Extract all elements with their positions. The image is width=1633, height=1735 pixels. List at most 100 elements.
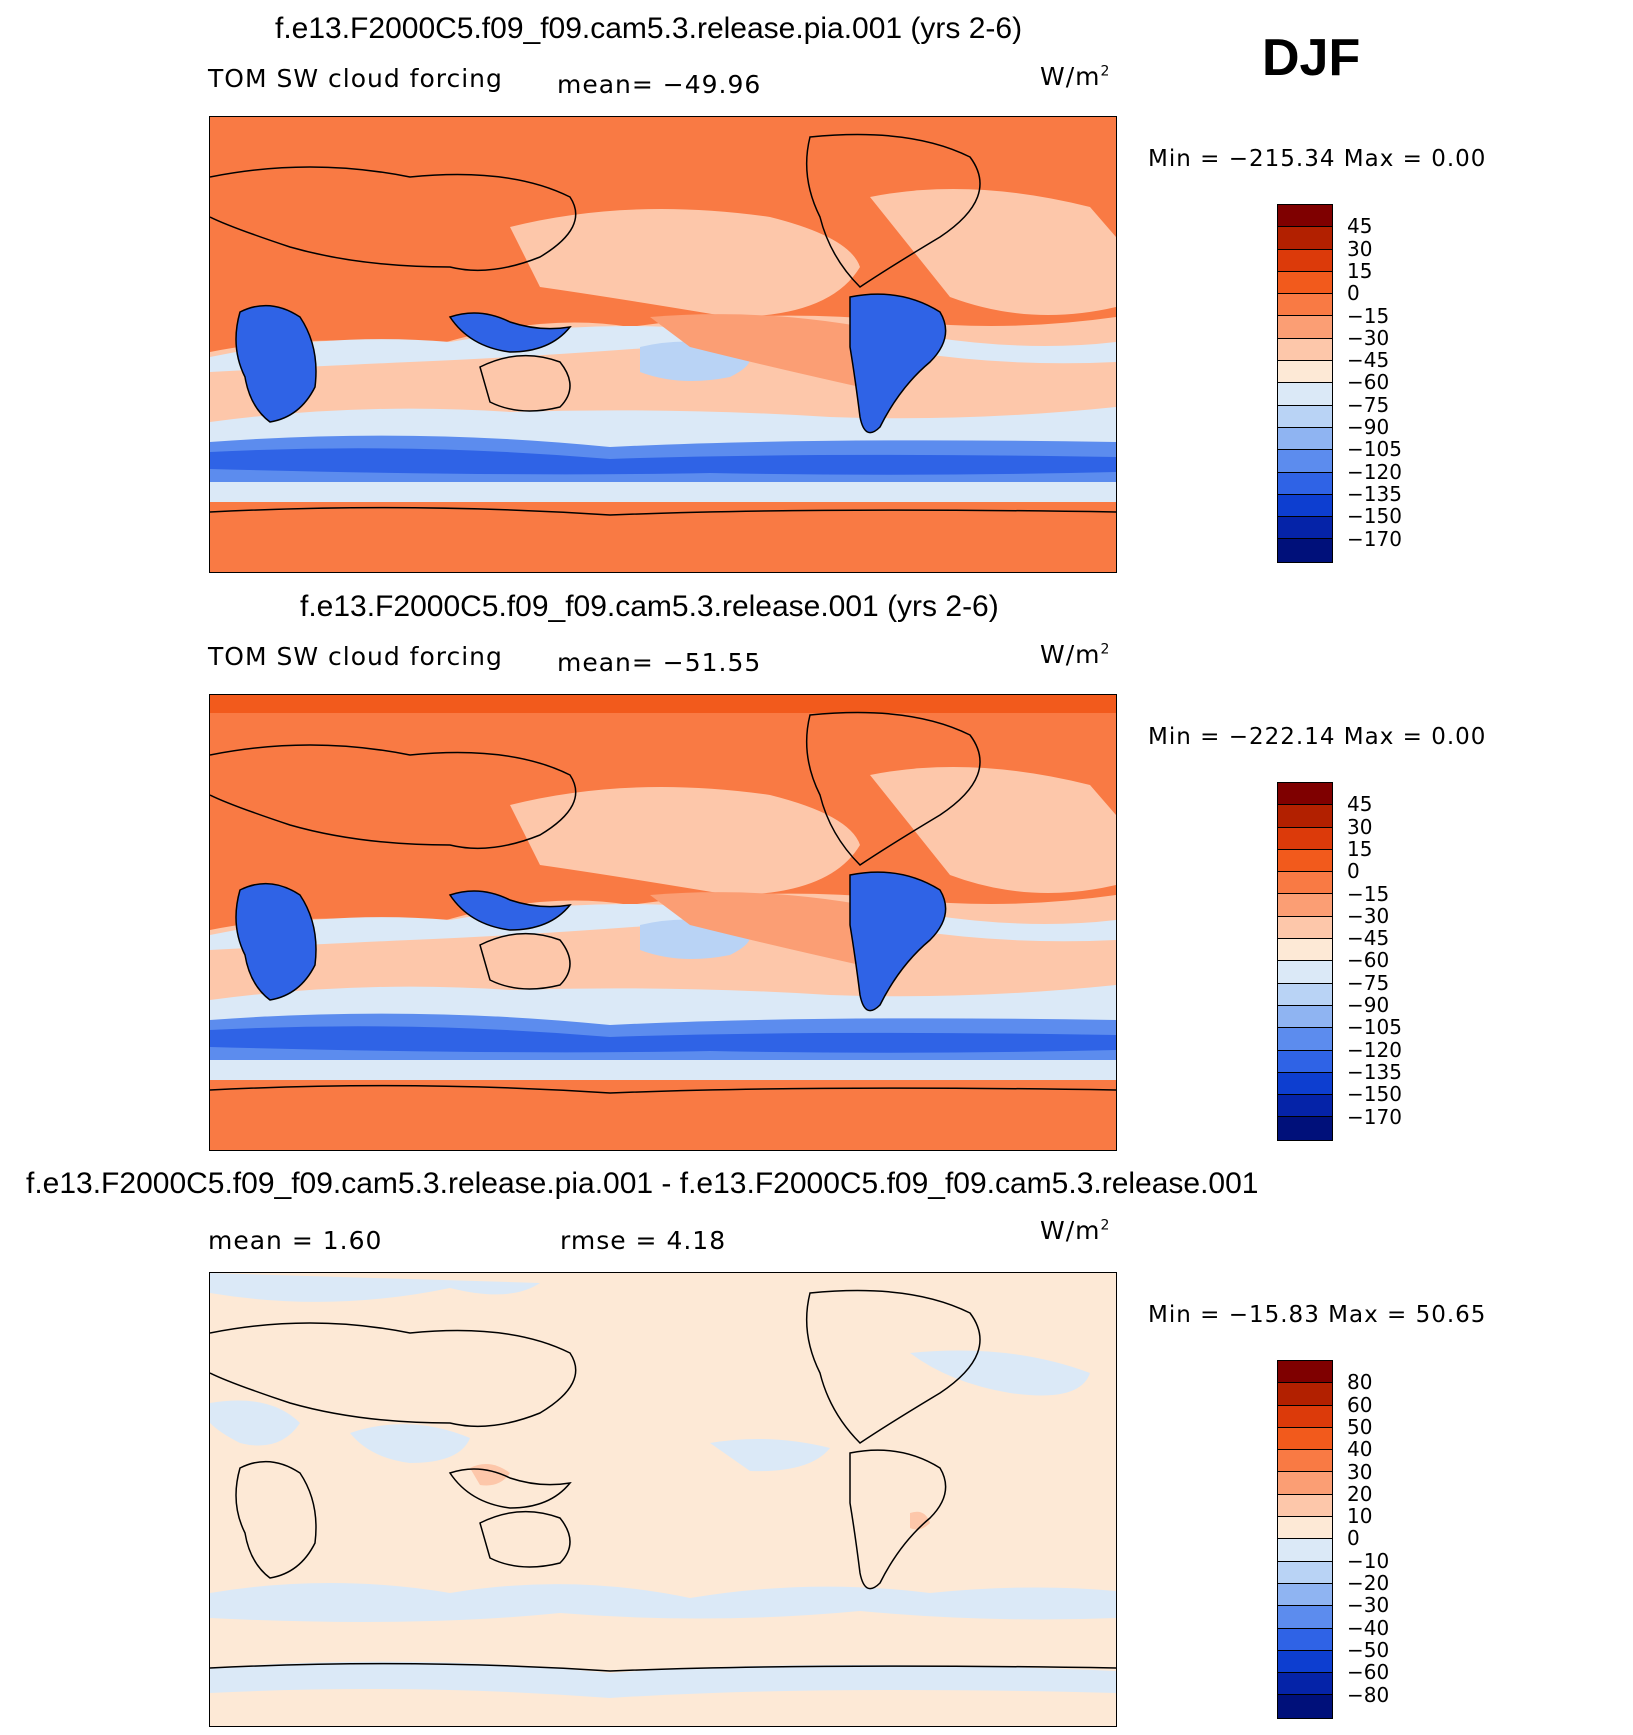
colorbar-box [1278,1628,1332,1651]
colorbar-box [1278,316,1332,339]
colorbar-box [1278,1494,1332,1518]
colorbar-box [1278,1539,1332,1562]
colorbar-box [1278,1606,1332,1629]
colorbar-label: −40 [1347,1615,1390,1640]
colorbar-box [1278,1072,1332,1096]
colorbar-label: −150 [1347,504,1402,529]
colorbar-box [1278,1673,1332,1696]
colorbar-box [1278,271,1332,295]
panel-3-mean: mean = 1.60 [208,1226,383,1255]
colorbar-box [1278,1583,1332,1607]
panel-3-rmse: rmse = 4.18 [560,1226,727,1255]
colorbar-label: −120 [1347,1037,1402,1062]
colorbar-box [1278,1361,1332,1384]
colorbar-label: −170 [1347,526,1402,551]
panel-1-colorbar [1277,204,1333,563]
colorbar-label: 40 [1347,1437,1373,1462]
colorbar-box [1278,427,1332,451]
colorbar-label: −75 [1347,392,1390,417]
colorbar-label: −90 [1347,993,1390,1017]
panel-2-minmax: Min = −222.14 Max = 0.00 [1148,724,1487,750]
colorbar-box [1278,1028,1332,1051]
colorbar-label: −80 [1347,1682,1390,1707]
colorbar-label: −30 [1347,1593,1390,1618]
panel-3-title: f.e13.F2000C5.f09_f09.cam5.3.release.pia… [26,1167,1259,1200]
colorbar-box [1278,1005,1332,1029]
colorbar-label: −60 [1347,948,1390,973]
panel-1-units: W/m2 [1040,62,1111,91]
panel-2-variable-label: TOM SW cloud forcing [208,642,503,671]
colorbar-label: −30 [1347,903,1390,928]
colorbar-label: 0 [1347,859,1360,884]
colorbar-label: −120 [1347,459,1402,484]
panel-2-title: f.e13.F2000C5.f09_f09.cam5.3.release.001… [300,590,999,623]
colorbar-box [1278,294,1332,317]
colorbar-label: 15 [1347,258,1373,283]
colorbar-box [1278,338,1332,362]
colorbar-box [1278,1517,1332,1540]
colorbar-box [1278,916,1332,940]
panel-1-mean: mean= −49.96 [557,70,762,99]
colorbar-label: 45 [1347,792,1373,817]
colorbar-label: −30 [1347,325,1390,350]
panel-2-map-svg [210,695,1116,1150]
colorbar-box [1278,472,1332,495]
panel-1-variable-label: TOM SW cloud forcing [208,64,503,93]
panel-2-map [209,694,1117,1151]
panel-3-minmax: Min = −15.83 Max = 50.65 [1148,1302,1487,1328]
colorbar-label: −135 [1347,481,1402,506]
colorbar-box [1278,249,1332,272]
colorbar-box [1278,872,1332,895]
colorbar-box [1278,205,1332,228]
colorbar-box [1278,539,1332,562]
colorbar-label: 45 [1347,214,1373,239]
panel-3-units: W/m2 [1040,1216,1111,1245]
panel-2-units: W/m2 [1040,640,1111,669]
colorbar-label: −105 [1347,1015,1402,1040]
colorbar-label: −10 [1347,1548,1390,1573]
panel-2-colorbar [1277,782,1333,1141]
colorbar-label: −75 [1347,970,1390,995]
colorbar-label: −20 [1347,1571,1390,1595]
colorbar-label: −15 [1347,881,1390,906]
colorbar-label: 80 [1347,1370,1373,1395]
colorbar-box [1278,517,1332,540]
colorbar-label: 30 [1347,236,1373,261]
colorbar-label: 15 [1347,836,1373,861]
colorbar-box [1278,1650,1332,1674]
colorbar-box [1278,1405,1332,1428]
panel-1-map [209,116,1117,573]
panel-1-title: f.e13.F2000C5.f09_f09.cam5.3.release.pia… [275,12,1023,45]
panel-3-map [209,1272,1117,1727]
colorbar-label: −150 [1347,1082,1402,1107]
colorbar-box [1278,1117,1332,1140]
colorbar-label: −90 [1347,415,1390,439]
colorbar-label: −45 [1347,348,1390,373]
colorbar-box [1278,405,1332,428]
colorbar-box [1278,1050,1332,1073]
colorbar-box [1278,983,1332,1006]
colorbar-box [1278,783,1332,806]
colorbar-label: −105 [1347,437,1402,462]
colorbar-label: 0 [1347,281,1360,306]
colorbar-label: 30 [1347,814,1373,839]
colorbar-label: 0 [1347,1526,1360,1551]
colorbar-box [1278,805,1332,828]
colorbar-box [1278,1450,1332,1473]
colorbar-label: 10 [1347,1504,1373,1529]
colorbar-box [1278,1695,1332,1718]
colorbar-box [1278,849,1332,873]
colorbar-label: 20 [1347,1481,1373,1506]
colorbar-box [1278,1383,1332,1406]
colorbar-box [1278,1561,1332,1584]
panel-1-map-svg [210,117,1116,572]
colorbar-label: −60 [1347,370,1390,395]
panel-3-colorbar [1277,1360,1333,1719]
panel-2-mean: mean= −51.55 [557,648,762,677]
colorbar-label: 60 [1347,1392,1373,1417]
colorbar-label: −170 [1347,1104,1402,1129]
panel-3-map-svg [210,1273,1116,1726]
colorbar-box [1278,1095,1332,1118]
colorbar-label: −45 [1347,926,1390,951]
colorbar-box [1278,827,1332,850]
